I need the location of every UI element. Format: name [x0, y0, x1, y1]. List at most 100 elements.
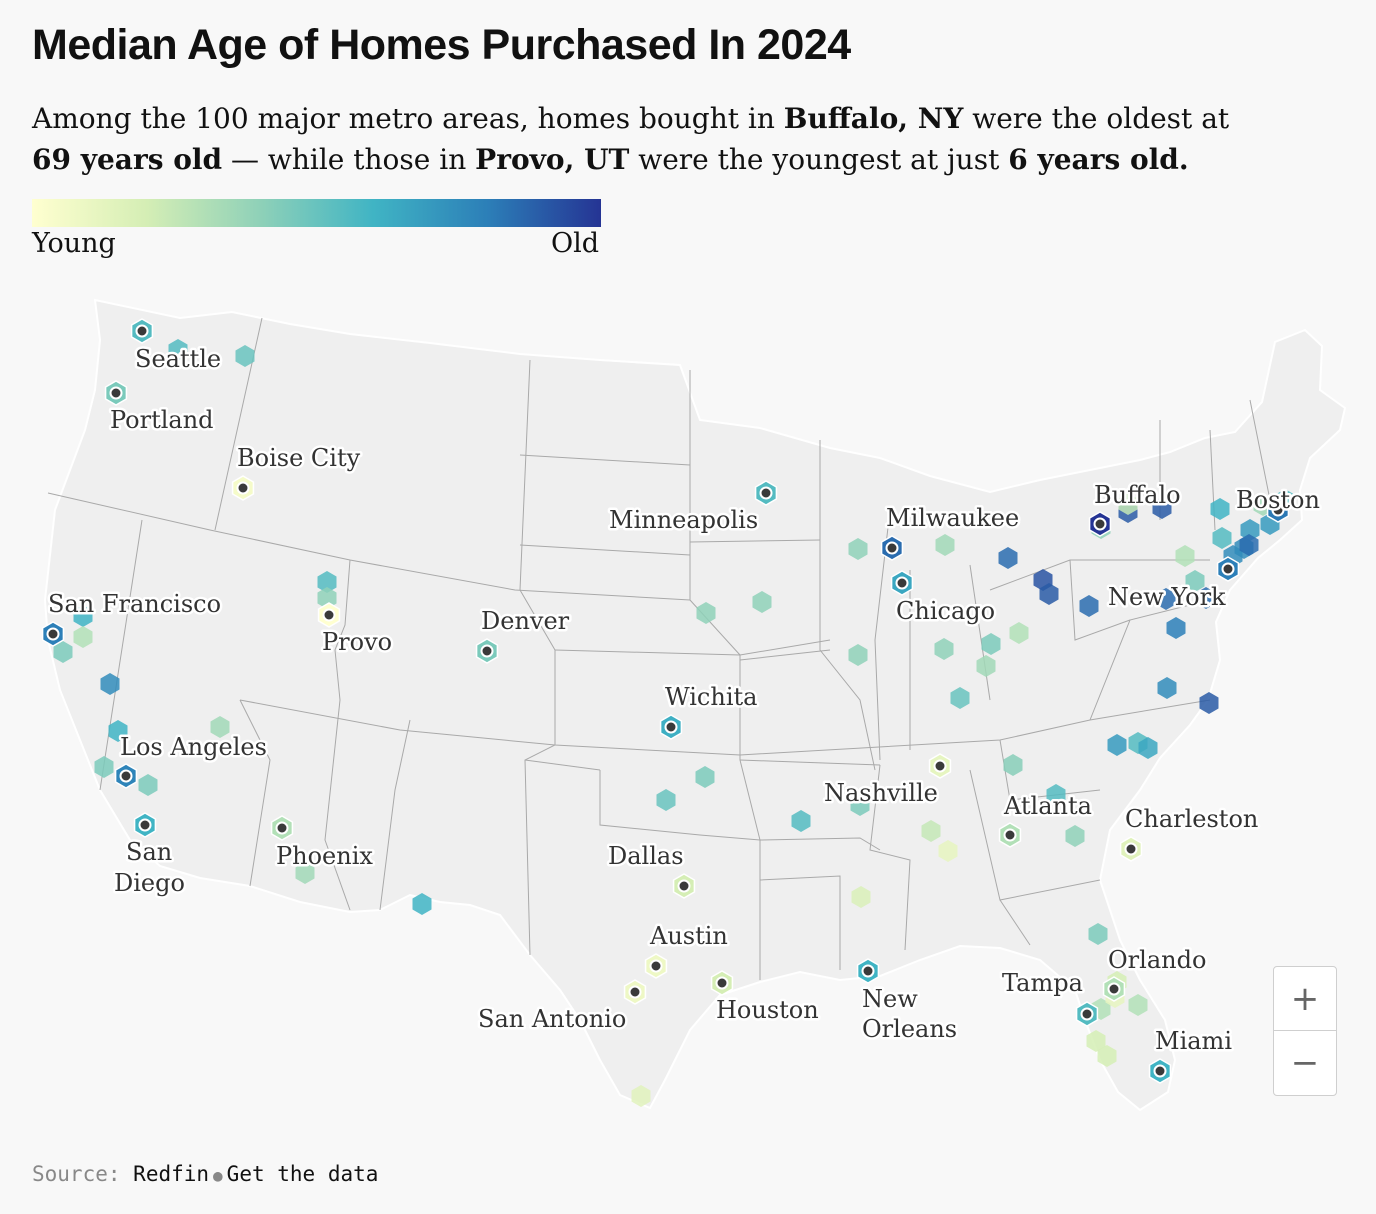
metro-hex[interactable]	[1009, 622, 1029, 644]
metro-hex[interactable]	[210, 716, 230, 738]
metro-hexes	[41, 318, 1295, 1107]
city-marker-boston[interactable]	[1271, 503, 1285, 517]
metro-hex[interactable]	[235, 345, 255, 367]
metro-hex[interactable]	[1152, 497, 1172, 519]
metro-hex[interactable]	[976, 655, 996, 677]
metro-hex[interactable]	[848, 644, 868, 666]
city-marker-provo[interactable]	[322, 608, 336, 622]
metro-hex[interactable]	[1088, 923, 1108, 945]
zoom-out-button[interactable]: −	[1290, 1042, 1320, 1083]
city-marker-nashville[interactable]	[933, 759, 947, 773]
city-marker-orlando[interactable]	[1107, 982, 1121, 996]
metro-hex[interactable]	[1039, 583, 1059, 605]
metro-hex[interactable]	[656, 789, 676, 811]
metro-hex[interactable]	[1079, 595, 1099, 617]
us-landmass	[43, 298, 1347, 1112]
city-marker-denver[interactable]	[480, 644, 494, 658]
subtitle-oldest-age: 69 years old	[32, 143, 223, 176]
metro-hex[interactable]	[848, 538, 868, 560]
city-label-buffalo: Buffalo	[1094, 481, 1181, 509]
metro-hex[interactable]	[935, 534, 955, 556]
city-label-houston: Houston	[716, 996, 819, 1024]
metro-hex[interactable]	[1157, 677, 1177, 699]
city-marker-wichita[interactable]	[664, 720, 678, 734]
city-marker-seattle[interactable]	[135, 324, 149, 338]
metro-hex[interactable]	[1046, 784, 1066, 806]
city-marker-san-antonio[interactable]	[628, 985, 642, 999]
metro-hex[interactable]	[695, 766, 715, 788]
city-marker-san-diego[interactable]	[138, 818, 152, 832]
zoom-in-button[interactable]: +	[1274, 967, 1336, 1031]
city-marker-dallas[interactable]	[677, 879, 691, 893]
metro-hex[interactable]	[317, 587, 337, 609]
metro-hex[interactable]	[1003, 754, 1023, 776]
metro-hex[interactable]	[1118, 493, 1138, 515]
city-label-los-angeles: Los Angeles	[120, 733, 267, 761]
metro-hex[interactable]	[791, 810, 811, 832]
metro-hex[interactable]	[168, 339, 188, 361]
get-data-link[interactable]: Get the data	[226, 1162, 379, 1186]
city-marker-san-francisco[interactable]	[46, 627, 60, 641]
metro-hex[interactable]	[1097, 1045, 1117, 1067]
metro-hex[interactable]	[1128, 994, 1148, 1016]
metro-hex[interactable]	[1212, 527, 1232, 549]
source-label: Source:	[32, 1162, 121, 1186]
city-marker-atlanta[interactable]	[1003, 828, 1017, 842]
metro-hex[interactable]	[921, 820, 941, 842]
metro-hex[interactable]	[981, 633, 1001, 655]
city-label-seattle: Seattle	[135, 345, 221, 373]
city-marker-tampa[interactable]	[1080, 1007, 1094, 1021]
metro-hex[interactable]	[100, 673, 120, 695]
metro-hex[interactable]	[851, 886, 871, 908]
metro-hex[interactable]	[998, 547, 1018, 569]
metro-hex[interactable]	[934, 638, 954, 660]
metro-hex[interactable]	[317, 571, 337, 593]
metro-hex[interactable]	[1196, 587, 1216, 609]
metro-hex[interactable]	[1086, 1030, 1106, 1052]
city-marker-minneapolis[interactable]	[759, 486, 773, 500]
metro-hex[interactable]	[1138, 737, 1158, 759]
metro-hex[interactable]	[1239, 534, 1259, 556]
city-label-austin: Austin	[649, 922, 728, 950]
city-marker-los-angeles[interactable]	[119, 769, 133, 783]
city-marker-new-orleans[interactable]	[861, 964, 875, 978]
metro-hex[interactable]	[138, 774, 158, 796]
metro-hex[interactable]	[938, 840, 958, 862]
metro-hex[interactable]	[1065, 825, 1085, 847]
city-marker-charleston[interactable]	[1124, 842, 1138, 856]
metro-hex[interactable]	[94, 756, 114, 778]
metro-hex[interactable]	[1107, 734, 1127, 756]
city-marker-austin[interactable]	[649, 959, 663, 973]
city-marker-portland[interactable]	[109, 386, 123, 400]
metro-hex[interactable]	[1240, 519, 1260, 541]
metro-hex[interactable]	[1185, 570, 1205, 592]
metro-hex[interactable]	[53, 641, 73, 663]
city-marker-boise-city[interactable]	[236, 481, 250, 495]
metro-hex[interactable]	[73, 605, 93, 627]
metro-hex[interactable]	[73, 626, 93, 648]
metro-hex[interactable]	[752, 591, 772, 613]
city-label-boise-city: Boise City	[237, 444, 361, 472]
city-marker-houston[interactable]	[715, 976, 729, 990]
metro-hex[interactable]	[108, 720, 128, 742]
metro-hex[interactable]	[850, 794, 870, 816]
city-marker-new-york[interactable]	[1221, 562, 1235, 576]
city-marker-miami[interactable]	[1153, 1064, 1167, 1078]
city-marker-phoenix[interactable]	[275, 821, 289, 835]
metro-hex[interactable]	[950, 687, 970, 709]
metro-hex[interactable]	[631, 1085, 651, 1107]
metro-hex[interactable]	[412, 893, 432, 915]
metro-hex[interactable]	[295, 862, 315, 884]
city-label-new-york: New York	[1108, 583, 1226, 611]
metro-hex[interactable]	[1166, 617, 1186, 639]
city-marker-buffalo[interactable]	[1093, 517, 1107, 531]
metro-hex[interactable]	[1156, 588, 1176, 610]
city-marker-chicago[interactable]	[895, 576, 909, 590]
metro-hex[interactable]	[696, 602, 716, 624]
city-label-provo: Provo	[322, 628, 392, 656]
metro-hex[interactable]	[1210, 498, 1230, 520]
metro-hex[interactable]	[1175, 545, 1195, 567]
metro-hex[interactable]	[1199, 692, 1219, 714]
city-marker-milwaukee[interactable]	[885, 541, 899, 555]
